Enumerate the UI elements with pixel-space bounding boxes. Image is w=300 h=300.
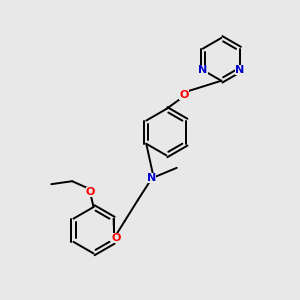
Text: N: N: [147, 173, 156, 183]
Text: N: N: [199, 65, 208, 75]
Text: O: O: [179, 90, 189, 100]
Text: O: O: [86, 187, 95, 196]
Text: N: N: [235, 65, 244, 75]
Text: O: O: [111, 233, 121, 243]
